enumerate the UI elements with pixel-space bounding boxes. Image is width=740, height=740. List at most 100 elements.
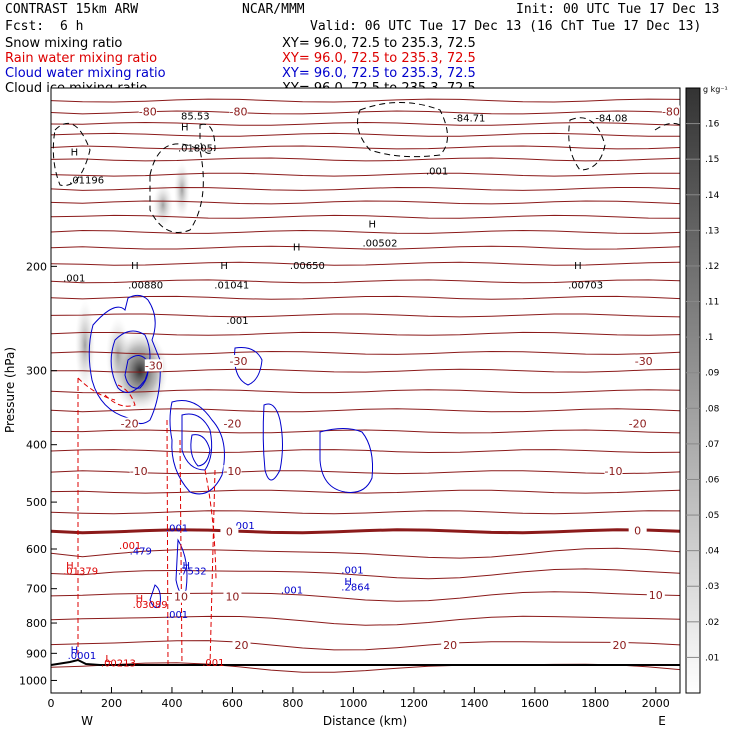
- east-label: E: [658, 714, 666, 728]
- isotherm-line: [51, 132, 680, 137]
- x-tick-label: 1000: [339, 697, 367, 710]
- colorbar-scale: [685, 87, 701, 694]
- contour-annotation: -84.71: [453, 114, 485, 125]
- contour-annotation: .001: [232, 521, 254, 532]
- colorbar-tick-label: .16: [705, 120, 720, 130]
- isotherm-label-bg: [220, 525, 239, 538]
- isotherm-label-bg: [120, 417, 139, 430]
- isotherm-label: -20: [629, 418, 647, 431]
- y-tick-label: 500: [26, 496, 47, 509]
- valid-time: Valid: 06 UTC Tue 17 Dec 13 (16 ChT Tue …: [310, 19, 701, 34]
- isotherm-line: [51, 313, 680, 318]
- y-tick-label: 900: [26, 647, 47, 660]
- x-tick-label: 1200: [400, 697, 428, 710]
- contour-annotation: H: [574, 261, 582, 272]
- colorbar-tick-label: .06: [705, 475, 720, 485]
- isotherm-line: [51, 279, 680, 284]
- x-tick-label: 600: [222, 697, 243, 710]
- isotherm-label: 10: [225, 591, 239, 604]
- contour-annotation: .001: [119, 541, 141, 552]
- isotherm-line: [51, 568, 680, 580]
- contour-annotation: .001: [341, 566, 363, 577]
- colorbar-tick-label: .12: [705, 262, 719, 272]
- isotherm-line: [51, 295, 680, 300]
- surface-line: [50, 658, 680, 666]
- colorbar-tick-label: .04: [705, 547, 720, 557]
- org-label: NCAR/MMM: [242, 2, 305, 17]
- y-axis-label: Pressure (hPa): [3, 347, 17, 433]
- isotherm-line: [51, 640, 680, 651]
- isotherm-line: [51, 429, 680, 434]
- isotherm-label: 10: [649, 589, 663, 602]
- isotherm-label-bg: [223, 465, 242, 478]
- contour-annotation: .001: [202, 658, 224, 669]
- isotherm-line: [51, 510, 680, 515]
- contour-annotation: H: [220, 261, 228, 272]
- isotherm-label: 20: [443, 639, 457, 652]
- x-tick-label: 1600: [521, 697, 549, 710]
- isotherm-label: -20: [121, 418, 139, 431]
- contour-annotation: .00650: [290, 261, 325, 272]
- legend: Snow mixing ratio XY= 96.0, 72.5 to 235.3…: [5, 36, 476, 96]
- contour-annotation: .01805: [178, 144, 213, 155]
- plot-frame: [50, 87, 681, 694]
- isotherm-label-bg: [634, 354, 653, 367]
- colorbar-tick-label: .01: [705, 653, 719, 663]
- contour-annotation: .7532: [178, 566, 207, 577]
- isotherm-label-bg: [232, 639, 251, 652]
- contour-annotation: -84.08: [595, 114, 627, 125]
- y-tick-label: 700: [26, 583, 47, 596]
- contour-annotation: .479: [130, 547, 152, 558]
- contour-annotation: H: [131, 261, 139, 272]
- isotherm-label-bg: [144, 359, 163, 372]
- isotherm-label: -30: [635, 355, 653, 368]
- contour-annotation: .001: [226, 316, 248, 327]
- isotherm-line: [51, 214, 680, 219]
- contour-annotation: H: [344, 577, 352, 588]
- isotherm-line: [51, 350, 680, 355]
- colorbar-unit: g kg⁻¹: [703, 85, 728, 94]
- contour-annotation: .001: [166, 610, 188, 621]
- contour-annotation: .001: [63, 273, 85, 284]
- legend-entry: Rain water mixing ratio: [5, 51, 157, 66]
- init-time: Init: 00 UTC Tue 17 Dec 13: [516, 2, 720, 17]
- isotherm-line: [51, 172, 680, 177]
- isotherm-line: [51, 157, 680, 162]
- chart-title: CONTRAST 15km ARW: [5, 2, 138, 17]
- contour-annotation: .001: [166, 523, 188, 534]
- rain-water-contours: [77, 377, 217, 666]
- isotherm-line: [51, 528, 680, 535]
- cloud-ice-contours: [52, 102, 680, 233]
- colorbar-tick-label: .07: [705, 440, 719, 450]
- colorbar-tick-label: .15: [705, 155, 719, 165]
- isotherm-label-bg: [610, 639, 629, 652]
- west-label: W: [81, 714, 93, 728]
- isotherm-line: [51, 547, 680, 559]
- isotherm-label: -10: [130, 465, 148, 478]
- isotherm-line: [51, 229, 680, 234]
- isotherm-label: -10: [223, 465, 241, 478]
- isotherm-label: -80: [662, 106, 680, 119]
- x-tick-label: 1400: [460, 697, 488, 710]
- legend-xy: XY= 96.0, 72.5 to 235.3, 72.5: [282, 36, 476, 51]
- colorbar-tick-label: .03: [705, 582, 719, 592]
- contour-annotation: L: [105, 654, 111, 665]
- y-tick-label: 800: [26, 617, 47, 630]
- isotherm-label: -30: [145, 359, 163, 372]
- isotherm-line: [51, 261, 680, 266]
- isotherm-labels: -80 -80 -80 -30 -30 -30 -20 -20 -20 -10 -10 -10 0 0 10…: [120, 105, 680, 652]
- isotherm-label: -80: [230, 106, 248, 119]
- isotherm-label-bg: [628, 417, 647, 430]
- contour-annotation: .001: [281, 585, 303, 596]
- isotherm-label: 0: [226, 526, 233, 539]
- colorbar-tick-label: .1: [705, 333, 714, 343]
- isotherm-label-bg: [229, 105, 248, 118]
- contour-annotation: H: [136, 594, 144, 605]
- colorbar-tick-label: .13: [705, 226, 719, 236]
- y-tick-label: 400: [26, 439, 47, 452]
- y-tick-label: 200: [26, 260, 47, 273]
- isotherm-label-bg: [172, 590, 191, 603]
- contour-annotation: H: [71, 645, 79, 656]
- isotherm-line: [51, 615, 680, 626]
